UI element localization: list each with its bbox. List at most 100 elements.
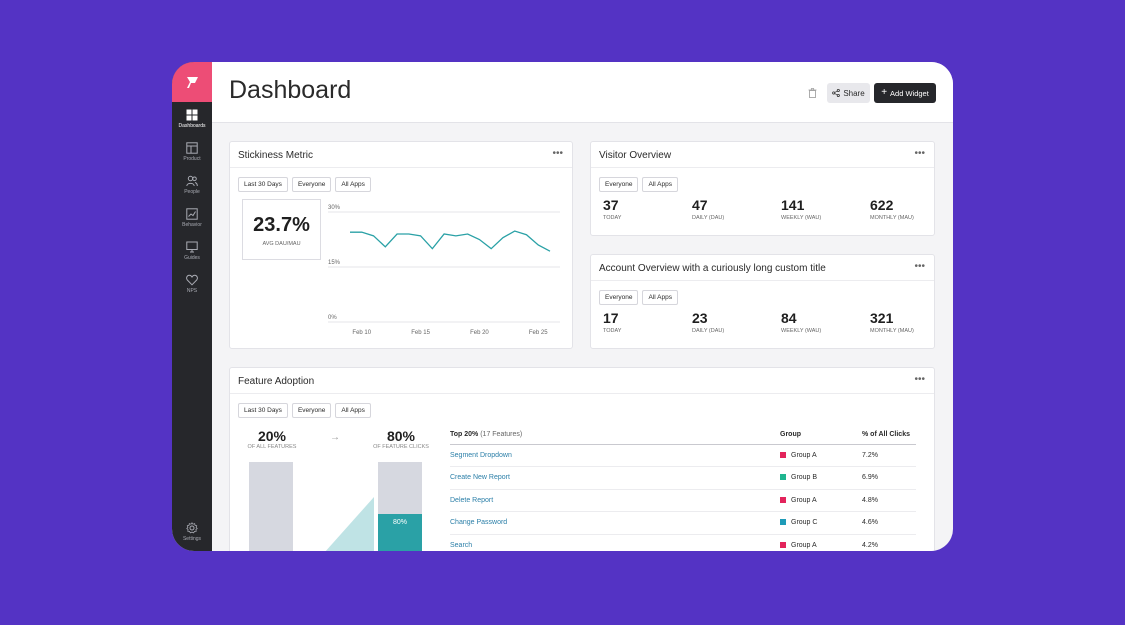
table-row[interactable]: Create New Report Group B 6.9% <box>450 466 916 490</box>
clicks-percent: 80% OF FEATURE CLICKS <box>373 428 429 450</box>
avg-dau-mau-label: AVG DAU/MAU <box>262 241 301 247</box>
feature-link[interactable]: Delete Report <box>450 489 780 512</box>
stat-dau: 47 DAILY (DAU) <box>692 197 725 221</box>
avg-dau-mau-value: 23.7% <box>253 214 310 236</box>
plus-icon: + <box>881 87 888 98</box>
col-group[interactable]: Group <box>780 426 862 445</box>
stat-today: 17 TODAY <box>603 310 622 334</box>
features-bar <box>249 462 293 551</box>
monitor-icon <box>186 241 198 253</box>
clicks-cell: 4.8% <box>862 489 916 512</box>
sidebar-item-product[interactable]: Product <box>172 135 212 168</box>
x-tick-label: Feb 20 <box>470 330 489 336</box>
filter-apps[interactable]: All Apps <box>335 177 371 192</box>
table-row[interactable]: Change Password Group C 4.6% <box>450 511 916 535</box>
sidebar-item-dashboards[interactable]: Dashboards <box>172 102 212 135</box>
filter-apps[interactable]: All Apps <box>335 403 371 418</box>
app-window: Dashboards Product People Behavior Guide… <box>172 62 953 551</box>
stat-wau: 141 WEEKLY (WAU) <box>781 197 822 221</box>
feature-link[interactable]: Segment Dropdown <box>450 444 780 467</box>
clicks-cell: 4.2% <box>862 534 916 551</box>
avg-dau-mau-box: 23.7% AVG DAU/MAU <box>242 199 321 260</box>
sidebar-item-label: Guides <box>184 255 200 261</box>
filter-segment[interactable]: Everyone <box>291 177 332 192</box>
table-row[interactable]: Search Group A 4.2% <box>450 534 916 551</box>
sidebar-item-label: NPS <box>186 288 198 294</box>
group-cell: Group A <box>780 489 862 512</box>
chart-icon <box>186 208 198 220</box>
more-icon[interactable]: ••• <box>552 148 563 159</box>
more-icon[interactable]: ••• <box>914 148 925 159</box>
stickiness-line-chart: 30% 15% 0% Feb 10 Feb 15 Feb 20 Feb 25 <box>328 205 560 336</box>
y-tick-label: 30% <box>328 205 341 211</box>
group-cell: Group B <box>780 466 862 490</box>
group-swatch <box>780 474 786 481</box>
stat-mau: 321 MONTHLY (MAU) <box>870 310 914 334</box>
x-tick-label: Feb 10 <box>352 330 371 336</box>
y-tick-label: 15% <box>328 260 341 266</box>
group-swatch <box>780 496 786 503</box>
stat-mau: 622 MONTHLY (MAU) <box>870 197 914 221</box>
visitor-overview-card: Visitor Overview ••• Everyone All Apps 3… <box>590 141 935 236</box>
filter-date-range[interactable]: Last 30 Days <box>238 403 288 418</box>
people-icon <box>186 175 198 187</box>
sidebar-item-label: Product <box>183 156 201 162</box>
filter-apps[interactable]: All Apps <box>642 177 678 192</box>
top-features-table: Top 20% (17 Features) Group % of All Cli… <box>450 426 916 551</box>
flag-icon <box>187 77 198 88</box>
account-overview-card: Account Overview with a curiously long c… <box>590 254 935 349</box>
filter-date-range[interactable]: Last 30 Days <box>238 177 288 192</box>
add-widget-label: Add Widget <box>890 88 929 98</box>
filter-apps[interactable]: All Apps <box>642 290 678 305</box>
x-tick-label: Feb 15 <box>411 330 430 336</box>
share-icon <box>832 89 841 97</box>
add-widget-button[interactable]: + Add Widget <box>874 83 936 103</box>
sidebar-item-label: Dashboards <box>178 123 206 129</box>
clicks-cell: 4.6% <box>862 511 916 535</box>
col-top-features[interactable]: Top 20% (17 Features) <box>450 426 780 445</box>
clicks-bar-label: 80% <box>392 519 407 526</box>
layout-icon <box>186 142 198 154</box>
filter-segment[interactable]: Everyone <box>291 403 332 418</box>
filter-segment[interactable]: Everyone <box>599 177 639 192</box>
more-icon[interactable]: ••• <box>914 261 925 272</box>
grid-icon <box>186 109 198 121</box>
group-swatch <box>780 451 786 458</box>
sidebar-item-label: Behavior <box>182 222 202 228</box>
card-title: Account Overview with a curiously long c… <box>599 263 826 274</box>
card-title: Stickiness Metric <box>238 150 314 161</box>
sidebar: Dashboards Product People Behavior Guide… <box>172 62 212 551</box>
share-label: Share <box>843 88 865 98</box>
group-cell: Group C <box>780 511 862 535</box>
table-row[interactable]: Delete Report Group A 4.8% <box>450 489 916 512</box>
filter-segment[interactable]: Everyone <box>599 290 639 305</box>
clicks-bar-fill: 80% <box>378 514 422 551</box>
sidebar-item-people[interactable]: People <box>172 168 212 201</box>
feature-link[interactable]: Search <box>450 534 780 551</box>
feature-link[interactable]: Change Password <box>450 511 780 535</box>
group-cell: Group A <box>780 534 862 551</box>
card-title: Visitor Overview <box>599 150 672 161</box>
stickiness-metric-card: Stickiness Metric ••• Last 30 Days Every… <box>229 141 573 349</box>
sidebar-item-guides[interactable]: Guides <box>172 234 212 267</box>
sidebar-item-settings[interactable]: Settings <box>172 522 212 542</box>
more-icon[interactable]: ••• <box>914 374 925 385</box>
group-swatch <box>780 541 786 548</box>
group-cell: Group A <box>780 444 862 467</box>
sidebar-item-nps[interactable]: NPS <box>172 267 212 300</box>
logo[interactable] <box>172 62 212 102</box>
feature-adoption-card: Feature Adoption ••• Last 30 Days Everyo… <box>229 367 935 551</box>
sidebar-item-behavior[interactable]: Behavior <box>172 201 212 234</box>
clicks-bar: 80% <box>378 462 422 551</box>
feature-link[interactable]: Create New Report <box>450 466 780 490</box>
series-line <box>350 230 551 252</box>
share-button[interactable]: Share <box>827 83 870 103</box>
header: Dashboard Share + Add Widget <box>212 62 953 123</box>
col-clicks[interactable]: % of All Clicks <box>862 426 916 445</box>
trash-icon[interactable] <box>808 88 817 98</box>
heart-icon <box>186 274 198 286</box>
table-row[interactable]: Segment Dropdown Group A 7.2% <box>450 444 916 467</box>
stat-wau: 84 WEEKLY (WAU) <box>781 310 822 334</box>
gear-icon <box>186 522 198 534</box>
y-tick-label: 0% <box>328 315 337 321</box>
